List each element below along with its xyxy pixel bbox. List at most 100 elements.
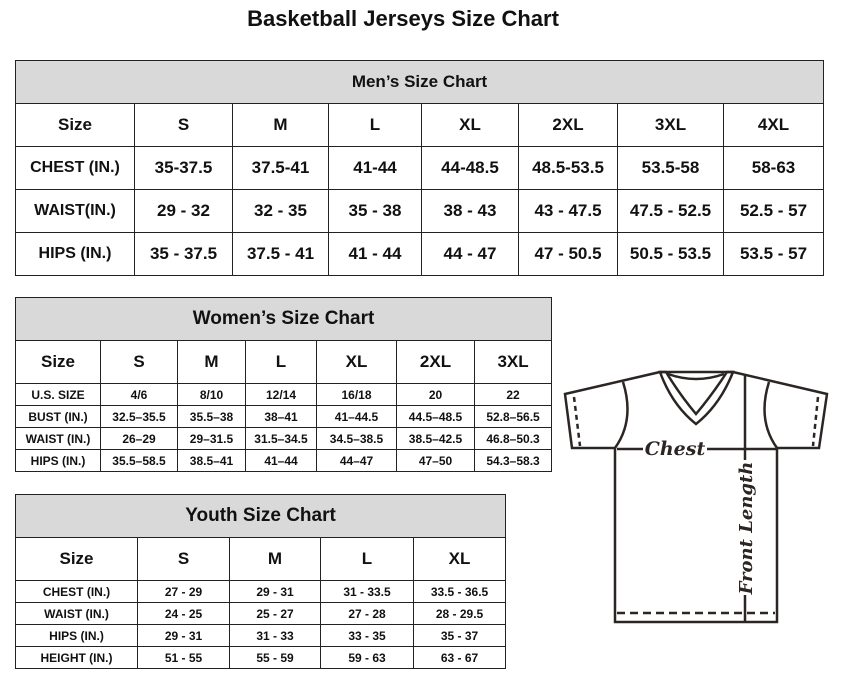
womens-size-table: Women’s Size Chart Size S M L XL 2XL 3XL U.S. SI… [14, 297, 553, 472]
table-cell: 51 - 55 [137, 646, 230, 669]
table-cell: 44–47 [316, 449, 397, 472]
table-cell: 31 - 33 [229, 624, 321, 647]
row-label: HIPS (IN.) [15, 624, 138, 647]
table-cell: 54.3–58.3 [473, 449, 553, 472]
sleeve-hem-left [572, 396, 582, 447]
column-header: L [245, 340, 317, 384]
table-row: HEIGHT (IN.) 51 - 55 55 - 59 59 - 63 63 - 67 [15, 646, 507, 669]
table-cell: 52.8–56.5 [473, 405, 553, 428]
table-cell: 43 - 47.5 [518, 189, 618, 233]
table-cell: 24 - 25 [137, 602, 230, 625]
table-cell: 59 - 63 [320, 646, 414, 669]
row-label: BUST (IN.) [15, 405, 101, 428]
table-cell: 53.5 - 57 [722, 232, 825, 276]
column-header: Size [15, 340, 101, 384]
table-cell: 35 - 37.5 [134, 232, 233, 276]
sleeve-seam-left [613, 381, 629, 449]
table-cell: 58-63 [722, 146, 825, 190]
table-cell: 27 - 28 [320, 602, 414, 625]
table-cell: 27 - 29 [137, 580, 230, 603]
table-row: CHEST (IN.) 27 - 29 29 - 31 31 - 33.5 33.5 -… [15, 580, 507, 603]
column-header: L [328, 103, 422, 147]
table-cell: 53.5-58 [617, 146, 724, 190]
column-header: M [229, 537, 321, 581]
table-cell: 35.5–58.5 [100, 449, 178, 472]
table-caption: Youth Size Chart [14, 494, 507, 538]
table-cell: 63 - 67 [412, 646, 507, 669]
table-cell: 37.5 - 41 [232, 232, 329, 276]
row-label: CHEST (IN.) [15, 146, 135, 190]
table-cell: 33.5 - 36.5 [412, 580, 507, 603]
table-cell: 38.5–41 [177, 449, 246, 472]
row-label: HEIGHT (IN.) [15, 646, 138, 669]
table-cell: 41 - 44 [328, 232, 422, 276]
table-cell: 29–31.5 [177, 427, 246, 450]
table-row: HIPS (IN.) 35.5–58.5 38.5–41 41–44 44–47 47–5… [15, 449, 553, 472]
table-cell: 41-44 [328, 146, 422, 190]
table-cell: 35 - 37 [412, 624, 507, 647]
table-cell: 44-48.5 [421, 146, 519, 190]
header-row: Size S M L XL 2XL 3XL 4XL [15, 103, 825, 147]
youth-size-table: Youth Size Chart Size S M L XL CHEST (IN.) 27 -… [14, 494, 507, 669]
column-header: S [134, 103, 233, 147]
column-header: Size [15, 103, 135, 147]
column-header: Size [15, 537, 138, 581]
table-row: HIPS (IN.) 29 - 31 31 - 33 33 - 35 35 - 37 [15, 624, 507, 647]
table-cell: 32 - 35 [232, 189, 329, 233]
row-label: WAIST (IN.) [15, 427, 101, 450]
column-header: 3XL [473, 340, 553, 384]
column-header: S [137, 537, 230, 581]
table-cell: 55 - 59 [229, 646, 321, 669]
table-row: WAIST(IN.) 29 - 32 32 - 35 35 - 38 38 - 43 43… [15, 189, 825, 233]
caption-row: Women’s Size Chart [14, 297, 553, 341]
table-cell: 35.5–38 [177, 405, 246, 428]
table-caption: Men’s Size Chart [14, 60, 825, 104]
table-cell: 20 [396, 383, 475, 406]
table-cell: 35-37.5 [134, 146, 233, 190]
row-label: HIPS (IN.) [15, 232, 135, 276]
column-header: XL [316, 340, 397, 384]
table-caption: Women’s Size Chart [14, 297, 553, 341]
table-cell: 37.5-41 [232, 146, 329, 190]
row-label: HIPS (IN.) [15, 449, 101, 472]
header-row: Size S M L XL 2XL 3XL [15, 340, 553, 384]
chest-label: Chest [645, 438, 706, 460]
table-cell: 33 - 35 [320, 624, 414, 647]
column-header: 2XL [518, 103, 618, 147]
column-header: XL [421, 103, 519, 147]
column-header: 3XL [617, 103, 724, 147]
column-header: 4XL [722, 103, 825, 147]
table-row: U.S. SIZE 4/6 8/10 12/14 16/18 20 22 [15, 383, 553, 406]
table-cell: 34.5–38.5 [316, 427, 397, 450]
table-cell: 29 - 31 [137, 624, 230, 647]
column-header: XL [412, 537, 507, 581]
header-row: Size S M L XL [15, 537, 507, 581]
front-length-label: Front Length [736, 462, 757, 596]
shirt-outline [563, 370, 829, 624]
column-header: S [100, 340, 178, 384]
table-cell: 16/18 [316, 383, 397, 406]
mens-size-table: Men’s Size Chart Size S M L XL 2XL 3XL 4XL CHEST … [14, 60, 825, 276]
table-row: BUST (IN.) 32.5–35.5 35.5–38 38–41 41–44.5 44… [15, 405, 553, 428]
table-cell: 47–50 [396, 449, 475, 472]
caption-row: Men’s Size Chart [14, 60, 825, 104]
row-label: WAIST (IN.) [15, 602, 138, 625]
row-label: U.S. SIZE [15, 383, 101, 406]
table-cell: 28 - 29.5 [412, 602, 507, 625]
table-cell: 32.5–35.5 [100, 405, 178, 428]
table-cell: 52.5 - 57 [722, 189, 825, 233]
table-cell: 50.5 - 53.5 [617, 232, 724, 276]
table-row: CHEST (IN.) 35-37.5 37.5-41 41-44 44-48.5 48.… [15, 146, 825, 190]
table-cell: 8/10 [177, 383, 246, 406]
sleeve-hem-right [811, 396, 820, 447]
table-cell: 38.5–42.5 [396, 427, 475, 450]
column-header: M [177, 340, 246, 384]
table-cell: 38–41 [245, 405, 317, 428]
table-cell: 29 - 32 [134, 189, 233, 233]
table-cell: 38 - 43 [421, 189, 519, 233]
table-cell: 41–44 [245, 449, 317, 472]
table-cell: 4/6 [100, 383, 178, 406]
column-header: L [320, 537, 414, 581]
table-cell: 47 - 50.5 [518, 232, 618, 276]
jersey-measurement-diagram: Chest Front Length [563, 370, 829, 624]
